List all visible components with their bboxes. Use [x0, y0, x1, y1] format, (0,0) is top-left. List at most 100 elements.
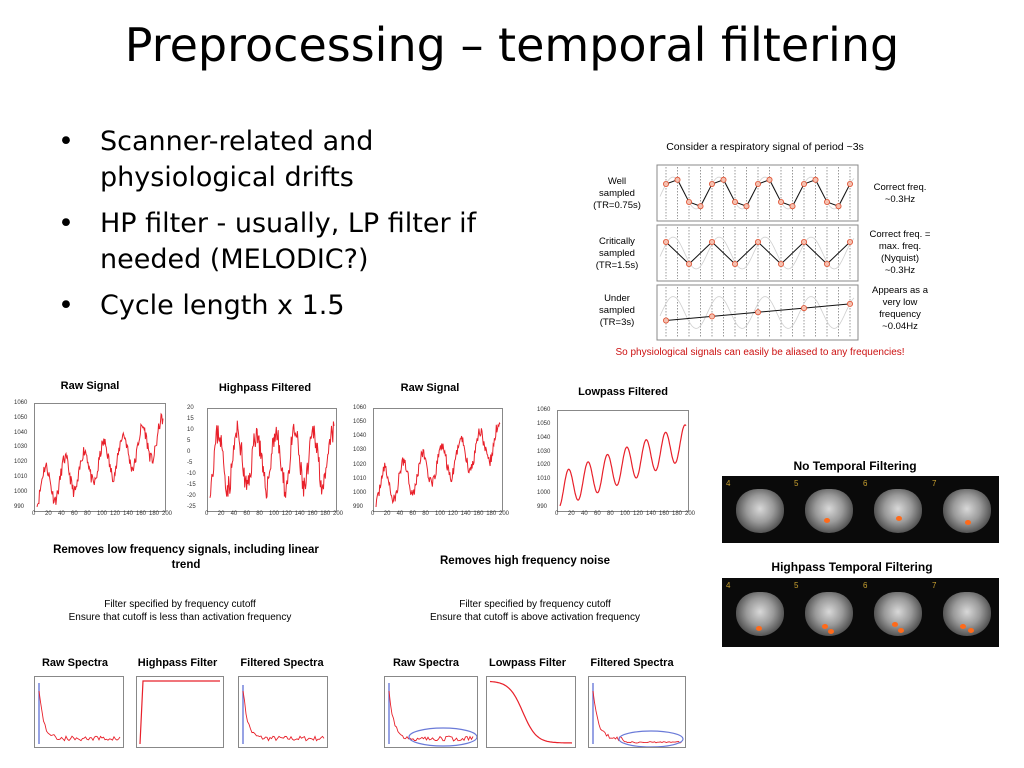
- axis-tick-label: 160: [136, 511, 147, 517]
- spectra-title: Raw Spectra: [41, 657, 109, 669]
- axis-tick-label: 1030: [353, 447, 367, 454]
- sample-point: [663, 239, 669, 246]
- axis-tick-label: 1020: [353, 461, 367, 468]
- sample-point: [732, 199, 739, 206]
- plot-title: Lowpass Filtered: [578, 386, 668, 398]
- bullet-dot-icon: •: [58, 126, 74, 157]
- axis-tick-label: 60: [594, 511, 601, 517]
- axis-tick-label: 120: [633, 511, 644, 517]
- axis-tick-label: 0: [205, 511, 209, 517]
- label-line: sampled: [599, 188, 635, 199]
- axis-tick-label: 1020: [537, 462, 551, 469]
- activation-blob: [968, 628, 974, 633]
- caption-line: Ensure that cutoff is less than activati…: [68, 612, 292, 623]
- label-line: (TR=3s): [599, 317, 635, 328]
- axis-tick-label: 200: [162, 511, 173, 517]
- spectra-title: Lowpass Filter: [488, 657, 567, 669]
- sample-point: [800, 239, 807, 246]
- sample-point: [778, 199, 785, 206]
- sample-point: [823, 261, 830, 268]
- axis-tick-label: 990: [14, 503, 25, 510]
- note-line: very low: [882, 297, 918, 308]
- true-signal-wave: [659, 296, 855, 329]
- axis-tick-label: 120: [110, 511, 121, 517]
- axis-tick-label: 990: [353, 503, 364, 510]
- axis-tick-label: 180: [672, 511, 683, 517]
- label-line: Under: [604, 293, 630, 304]
- activation-blob: [965, 520, 971, 525]
- axis-tick-label: 140: [294, 511, 305, 517]
- sample-point: [720, 176, 727, 183]
- axis-tick-label: 1060: [537, 407, 551, 413]
- axis-tick-label: 40: [581, 511, 588, 517]
- axis-tick-label: 200: [333, 511, 344, 517]
- sampling-footer: So physiological signals can easily be a…: [615, 347, 905, 358]
- axis-tick-label: 1040: [537, 434, 551, 441]
- sample-point: [835, 203, 842, 210]
- filtered-spectra-plot: [238, 676, 328, 748]
- axis-tick-label: 100: [435, 511, 446, 517]
- axis-tick-label: 60: [409, 511, 417, 517]
- lowpass-subcaption: Filter specified by frequency cutoff Ensu…: [395, 598, 675, 624]
- label-line: Well: [607, 176, 627, 187]
- sample-point: [674, 176, 681, 183]
- slice-number: 5: [794, 479, 799, 488]
- label-line: (TR=1.5s): [595, 260, 639, 271]
- slide-title: Preprocessing – temporal filtering: [124, 18, 900, 72]
- axis-tick-label: 40: [230, 511, 238, 517]
- filtered-spectra-plot: [588, 676, 686, 748]
- axis-tick-label: 100: [97, 511, 108, 517]
- sample-point: [709, 313, 716, 320]
- note-line: Correct freq. =: [869, 229, 931, 240]
- brain-slice: [736, 489, 784, 533]
- sample-point: [685, 261, 692, 268]
- caption-line: Filter specified by frequency cutoff: [104, 599, 256, 610]
- note-line: ~0.3Hz: [884, 265, 916, 276]
- lowpass-filter-plot: [486, 676, 576, 748]
- spectrum-line: [388, 690, 474, 742]
- signal-line: [209, 420, 335, 499]
- bullet-item: • HP filter - usually, LP filter if neede…: [58, 206, 528, 278]
- sampling-header: Consider a respiratory signal of period …: [666, 141, 864, 153]
- axis-tick-label: 1030: [14, 444, 28, 451]
- well-sampled-box: [656, 164, 859, 222]
- highpass-filter-plot: [136, 676, 224, 748]
- lowpass-signal-plot: [557, 410, 689, 512]
- sample-point: [766, 176, 773, 183]
- axis-tick-label: 120: [447, 511, 458, 517]
- raw-spectra-plot: [34, 676, 124, 748]
- activation-blob: [892, 622, 898, 627]
- sample-point: [732, 261, 739, 268]
- highlight-ellipse: [618, 730, 684, 747]
- spectra-title: Highpass Filter: [137, 657, 218, 669]
- axis-tick-label: 20: [383, 511, 391, 517]
- axis-tick-label: 1040: [14, 429, 28, 436]
- caption-line: trend: [171, 559, 201, 571]
- note-line: Correct freq.: [873, 182, 927, 193]
- axis-tick-label: 1030: [537, 448, 551, 455]
- axis-tick-label: 1050: [14, 414, 28, 421]
- mri-strip-highpass: 4 5 6 7: [722, 578, 999, 647]
- sample-grid-lines: [665, 167, 851, 338]
- true-signal-wave: [659, 236, 855, 270]
- bullet-text: Scanner-related and physiological drifts: [100, 126, 374, 193]
- axis-tick-label: 200: [685, 511, 696, 517]
- axis-tick-label: 1000: [537, 490, 551, 497]
- activation-blob: [898, 628, 904, 633]
- sampling-plots-svg: [656, 164, 859, 341]
- axis-tick-label: 20: [568, 511, 575, 517]
- axis-tick-label: 5: [187, 437, 191, 444]
- highlight-ellipse: [408, 727, 477, 747]
- bullet-text: Cycle length x 1.5: [100, 290, 345, 321]
- sample-point: [846, 239, 853, 246]
- brain-slice: [805, 489, 853, 533]
- sample-point: [846, 180, 853, 187]
- note-line: Appears as a: [872, 285, 928, 296]
- axis-tick-label: 1020: [14, 459, 28, 466]
- sample-point: [755, 239, 762, 246]
- note-line: (Nyquist): [880, 253, 919, 264]
- sample-point: [709, 239, 716, 246]
- row-label-well: Well sampled (TR=0.75s): [580, 176, 654, 212]
- sample-point: [755, 180, 762, 187]
- caption-line: Ensure that cutoff is above activation f…: [430, 612, 640, 623]
